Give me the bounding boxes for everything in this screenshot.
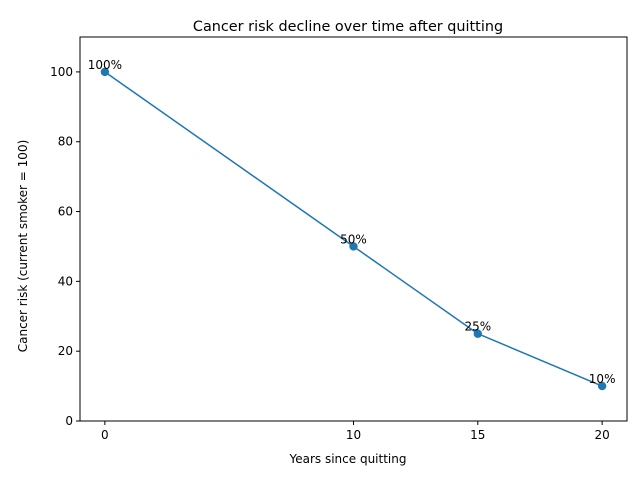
data-label: 10% (589, 372, 616, 386)
data-label: 100% (88, 58, 122, 72)
plot-area: 0 10 15 20 0 20 40 60 80 100 100% 50% 25% 10% (50, 36, 628, 442)
data-point (100, 67, 110, 77)
x-tick-label: 15 (470, 428, 485, 442)
x-tick-label: 10 (346, 428, 361, 442)
y-tick-label: 0 (65, 414, 73, 428)
x-tick-label: 0 (101, 428, 109, 442)
data-label: 50% (340, 232, 367, 246)
data-point (597, 381, 607, 391)
y-tick-label: 100 (50, 65, 73, 79)
y-tick-label: 20 (58, 344, 73, 358)
y-tick-label: 60 (58, 205, 73, 219)
y-tick-label: 80 (58, 135, 73, 149)
chart-title: Cancer risk decline over time after quit… (193, 19, 503, 35)
y-tick-label: 40 (58, 274, 73, 288)
x-tick-label: 20 (594, 428, 609, 442)
data-point (473, 329, 483, 338)
y-axis-label: Cancer risk (current smoker = 100) (16, 140, 30, 353)
x-axis-label: Years since quitting (289, 452, 407, 466)
data-label: 25% (464, 320, 491, 334)
series-line (104, 71, 603, 387)
data-point (349, 242, 358, 251)
